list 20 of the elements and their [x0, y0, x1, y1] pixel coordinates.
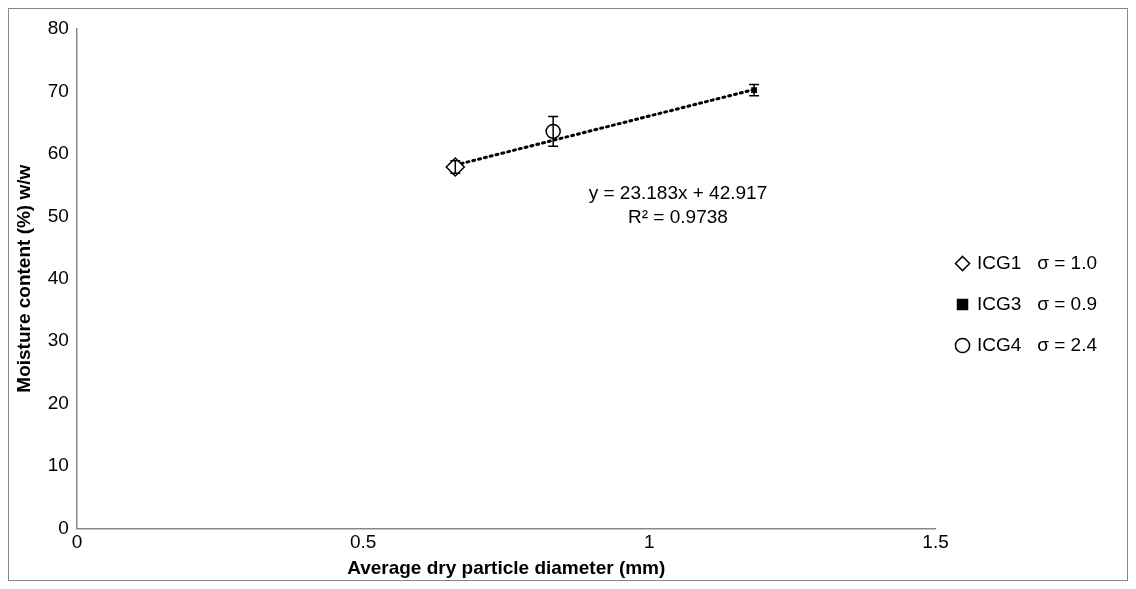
y-tick-label: 70 [47, 79, 69, 101]
annotation: R² = 0.9738 [628, 206, 728, 228]
x-tick-label: 1 [644, 531, 655, 553]
annotation: y = 23.183x + 42.917 [588, 182, 768, 204]
y-tick-label: 0 [58, 516, 69, 538]
y-axis-title: Moisture content (%) w/w [12, 164, 34, 393]
legend-label: ICG3 σ = 0.9 [977, 292, 1098, 314]
legend-label: ICG4 σ = 2.4 [977, 333, 1098, 355]
x-tick-label: 0.5 [349, 531, 377, 553]
legend-label: ICG1 σ = 1.0 [977, 251, 1098, 273]
x-axis-title: Average dry particle diameter (mm) [347, 556, 666, 578]
y-tick-label: 60 [47, 142, 69, 164]
x-tick-label: 1.5 [922, 531, 949, 553]
y-tick-label: 40 [47, 266, 69, 288]
y-tick-label: 30 [47, 329, 69, 351]
y-tick-label: 50 [47, 204, 69, 226]
y-tick-label: 80 [47, 17, 69, 39]
x-tick-label: 0 [71, 531, 83, 553]
y-tick-label: 10 [47, 454, 69, 476]
y-tick-label: 20 [47, 391, 69, 413]
